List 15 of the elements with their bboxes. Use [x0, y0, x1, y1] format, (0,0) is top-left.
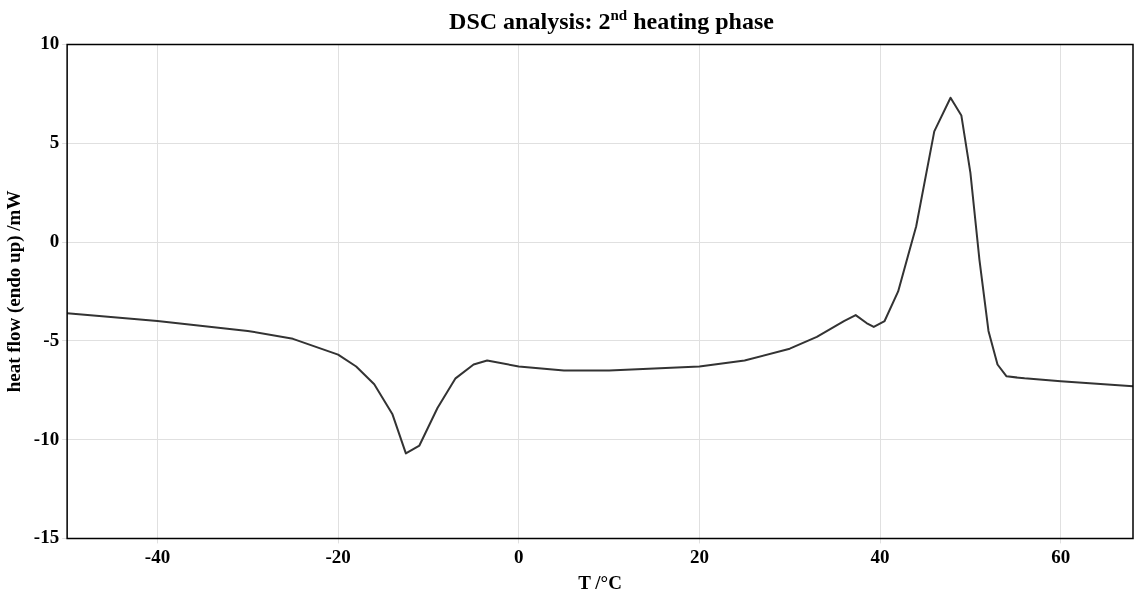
y-tick-label: 0: [49, 229, 60, 251]
y-tick-label: 5: [49, 131, 60, 153]
y-tick-label: -5: [43, 328, 60, 350]
chart-title: DSC analysis: 2$^{nd}$ heating phase: [448, 6, 775, 36]
x-tick-label: -40: [144, 545, 171, 567]
y-axis-title: heat flow (endo up) /mW: [3, 190, 26, 393]
x-axis-title: T /°C: [578, 571, 622, 593]
x-tick-label: 40: [870, 545, 890, 567]
y-tick-label: -15: [33, 526, 60, 548]
x-tick-label: -20: [325, 545, 351, 567]
y-tick-label: 10: [40, 32, 60, 54]
y-tick-label: -10: [33, 427, 60, 449]
x-tick-label: 60: [1051, 545, 1071, 567]
x-tick-label: 0: [514, 545, 524, 567]
x-tick-label: 20: [689, 545, 709, 567]
